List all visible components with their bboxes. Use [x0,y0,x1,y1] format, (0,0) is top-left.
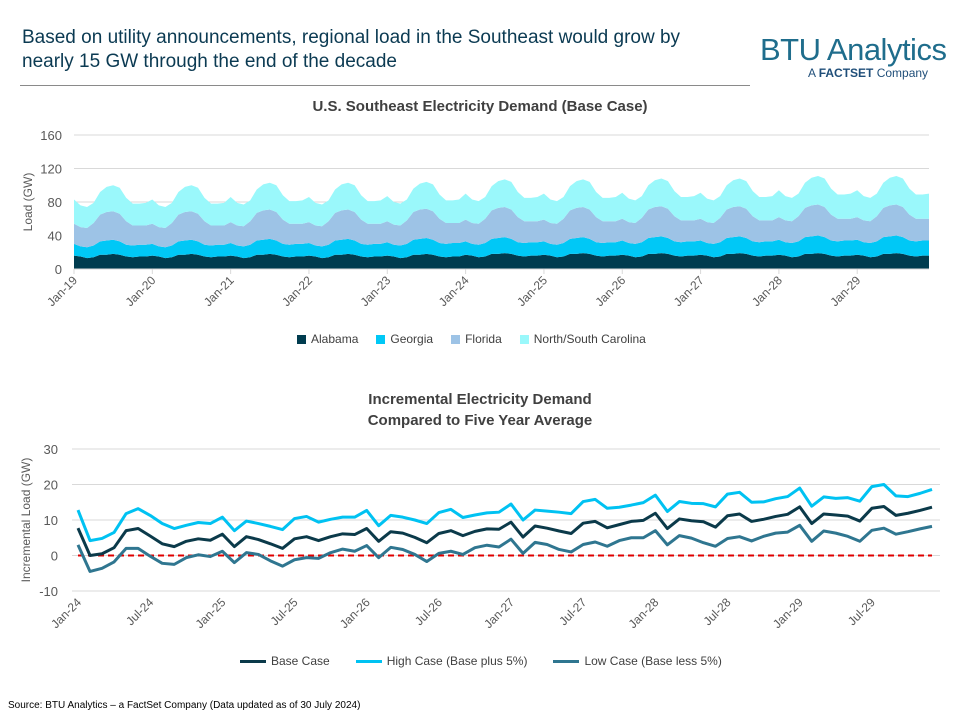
legend-swatch [451,334,461,344]
legend-item: Alabama [297,332,358,346]
legend-item: High Case (Base plus 5%) [355,654,528,668]
legend-label: Georgia [390,332,434,346]
y-tick-label: 80 [48,195,62,210]
logo-wordmark: BTU Analytics [760,32,947,67]
x-tick-label: Jan-29 [770,595,806,631]
y-tick-label: 10 [44,513,58,528]
chart1-title: U.S. Southeast Electricity Demand (Base … [312,98,648,115]
chart2-legend: Base Case High Case (Base plus 5%) Low Cas… [240,654,722,668]
y-tick-label: 40 [48,229,62,244]
x-tick-label: Jan-28 [626,595,662,631]
y-tick-label: 20 [44,478,58,493]
chart2-title: Incremental Electricity Demand Compared … [0,389,960,431]
legend-item: Low Case (Base less 5%) [553,654,722,668]
y-tick-label: 0 [51,549,58,564]
line-low-case [76,523,933,573]
line-high-case [76,483,933,543]
legend-swatch [376,334,386,344]
legend-label: Base Case [271,654,330,668]
chart2-title-line1: Incremental Electricity Demand [368,391,592,408]
legend-label: Low Case (Base less 5%) [584,654,722,668]
legend-item: Georgia [376,332,433,346]
area-florida [74,204,929,248]
x-tick-label: Jul-24 [123,595,156,628]
y-tick-label: 120 [40,162,62,177]
area-alabama [74,253,929,269]
logo-tagline-brand: FACTSET [818,66,874,80]
source-note: Source: BTU Analytics – a FactSet Compan… [8,700,361,711]
x-tick-label: Jan-25 [193,595,229,631]
x-tick-label: Jul-28 [701,595,734,628]
x-tick-label: Jul-27 [556,595,589,628]
logo-tagline-prefix: A [808,66,819,80]
header-divider [20,85,750,86]
x-tick-label: Jan-27 [481,595,517,631]
legend-line [355,659,382,663]
x-tick-label: Jul-26 [412,595,445,628]
line-base-case [76,505,933,557]
legend-swatch [519,334,529,344]
x-tick-label: Jan-24 [48,595,84,631]
y-tick-label: -10 [39,584,58,599]
chart2-title-line2: Compared to Five Year Average [367,412,593,429]
incremental-line-chart: -10 0 10 20 30 Incremental Load (GW) Jan-24 Jul… [19,442,940,631]
legend-item: North/South Carolina [519,332,646,346]
legend-line [240,659,266,663]
headline: Based on utility announcements, regional… [22,27,681,72]
x-tick-label: Jul-25 [268,595,301,628]
legend-label: North/South Carolina [533,332,646,346]
y-axis-label: Incremental Load (GW) [19,458,33,583]
legend-line [553,659,580,663]
x-tick-label: Jan-26 [337,595,373,631]
legend-swatch [297,334,306,344]
x-tick-label: Jul-29 [845,595,878,628]
legend-label: Alabama [311,332,359,346]
logo: BTU Analytics A FACTSET Company [760,32,950,80]
legend-item: Base Case [240,654,330,668]
y-axis-label: Load (GW) [21,173,35,232]
logo-tagline-suffix: Company [873,66,929,80]
legend-label: High Case (Base plus 5%) [386,654,528,668]
legend-item: Florida [451,332,502,346]
legend-label: Florida [465,332,502,346]
y-tick-label: 30 [44,442,58,457]
area-georgia [74,235,929,259]
logo-tagline: A FACTSET Company [808,66,950,80]
y-tick-label: 0 [55,262,62,277]
area-north-south-carolina [74,176,929,228]
y-tick-label: 160 [40,128,62,143]
chart1-legend: Alabama Georgia Florida North/South Carolin… [297,332,646,346]
